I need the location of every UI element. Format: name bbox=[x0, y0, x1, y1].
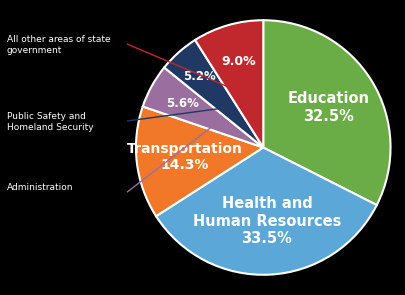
Text: Transportation
14.3%: Transportation 14.3% bbox=[127, 142, 243, 172]
Text: Education
32.5%: Education 32.5% bbox=[287, 91, 369, 124]
Wedge shape bbox=[263, 20, 390, 205]
Wedge shape bbox=[164, 40, 263, 148]
Text: 9.0%: 9.0% bbox=[221, 55, 256, 68]
Text: Administration: Administration bbox=[7, 183, 73, 192]
Wedge shape bbox=[156, 148, 377, 275]
Wedge shape bbox=[136, 106, 263, 216]
Wedge shape bbox=[195, 20, 263, 148]
Text: Public Safety and
Homeland Security: Public Safety and Homeland Security bbox=[7, 112, 94, 132]
Text: Health and
Human Resources
33.5%: Health and Human Resources 33.5% bbox=[193, 196, 341, 246]
Wedge shape bbox=[143, 68, 263, 148]
Text: 5.2%: 5.2% bbox=[183, 70, 216, 83]
Text: 5.6%: 5.6% bbox=[166, 97, 199, 110]
Text: All other areas of state
government: All other areas of state government bbox=[7, 35, 111, 55]
